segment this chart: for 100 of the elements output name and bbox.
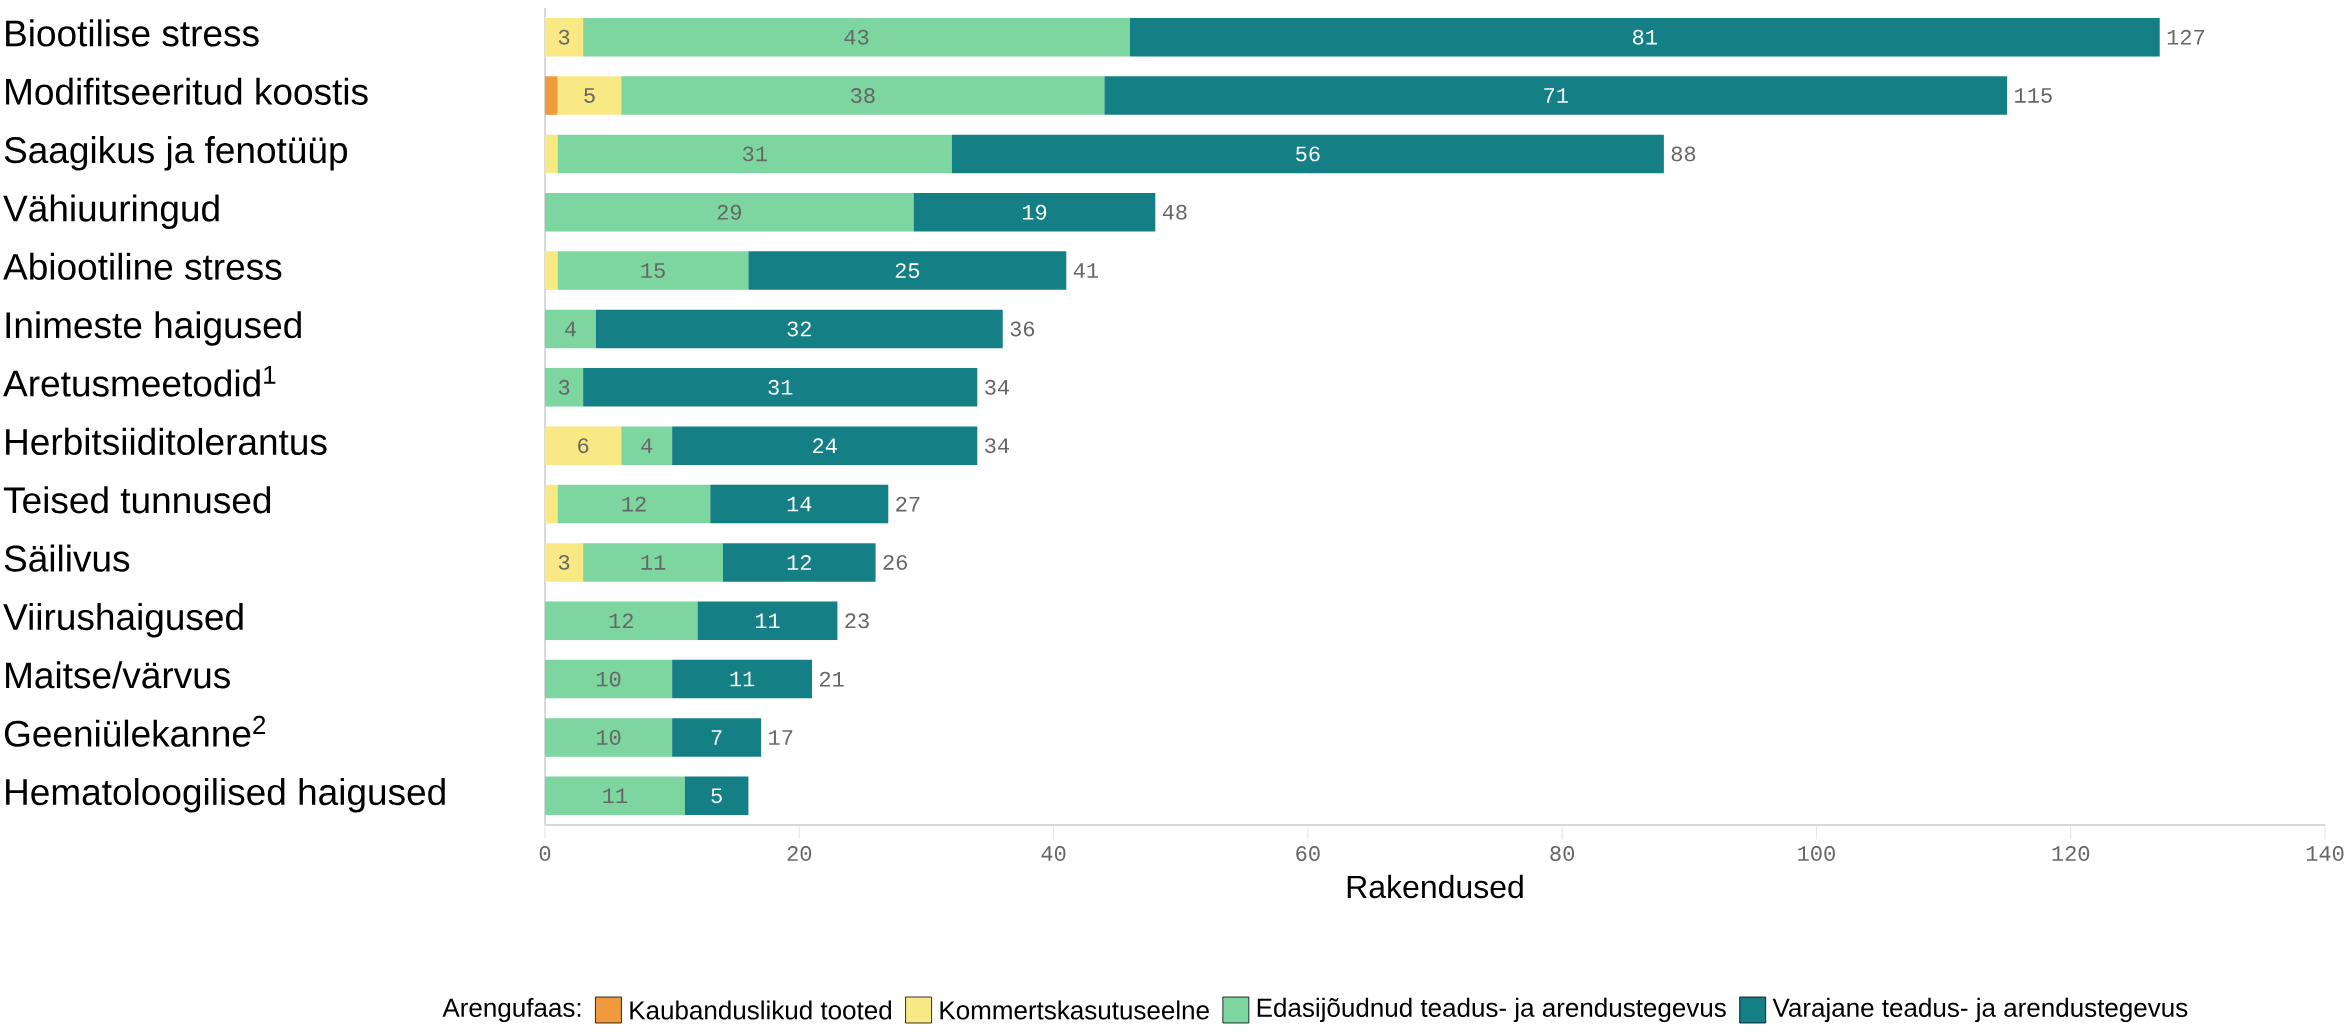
x-tick-label: 140	[2306, 846, 2344, 862]
bar	[710, 484, 889, 524]
bar	[583, 543, 724, 582]
data-label: 5	[711, 788, 722, 804]
y-tick-label: Herbitsiiditolerantus	[6, 427, 327, 456]
bar	[545, 251, 558, 290]
bar	[545, 368, 584, 407]
data-label: 31	[742, 146, 767, 162]
data-label: 38	[851, 88, 875, 104]
y-tick-label: Säilivus	[4, 544, 130, 572]
data-label: 3	[558, 554, 570, 570]
total-label: 34	[985, 379, 1009, 395]
total-label: 26	[883, 554, 907, 570]
data-label: 10	[596, 671, 621, 687]
data-label: 10	[596, 730, 621, 745]
data-label: 71	[1544, 88, 1568, 103]
bar	[545, 134, 558, 174]
data-label: 24	[813, 438, 837, 454]
legend-title: Arengufaas:	[442, 997, 581, 1023]
x-tick-label: 0	[539, 846, 551, 862]
bar	[672, 659, 812, 699]
x-tick-label: 100	[1798, 846, 1835, 862]
bar	[545, 601, 698, 641]
x-tick-label: 20	[787, 846, 812, 862]
data-label: 12	[787, 555, 811, 570]
x-axis-title: Rakendused	[1347, 874, 1523, 899]
data-label: 19	[1022, 204, 1047, 220]
x-tick-label: 60	[1296, 846, 1320, 862]
data-label: 25	[895, 263, 920, 279]
total-label: 27	[896, 496, 920, 512]
bar	[951, 134, 1664, 174]
total-label: 36	[1010, 321, 1035, 337]
data-label: 12	[622, 496, 646, 512]
legend-label: Kommertskasutuseelne	[940, 1000, 1209, 1020]
y-tick-label: Hematoloogilised haigused	[6, 778, 445, 813]
data-label: 4	[564, 321, 576, 337]
total-label: 21	[819, 671, 844, 687]
data-label: 14	[787, 496, 812, 512]
legend-label: Varajane teadus- ja arendustegevus	[1772, 997, 2188, 1023]
bar	[672, 718, 762, 757]
total-label: 127	[2167, 29, 2205, 45]
bar	[913, 193, 1156, 232]
total-label: 17	[769, 730, 793, 745]
bar	[545, 484, 558, 524]
data-label: 11	[755, 613, 780, 629]
bar	[557, 134, 952, 174]
y-tick-label: Teised tunnused	[3, 486, 271, 514]
y-tick-label: Maitse/värvus	[6, 661, 230, 689]
bar	[545, 543, 584, 582]
data-label: 3	[558, 379, 570, 395]
bar	[545, 17, 584, 57]
total-label: 23	[845, 613, 869, 629]
bar	[557, 484, 711, 524]
bar	[545, 718, 673, 757]
bar	[557, 251, 749, 290]
y-tick-label: Saagikus ja fenotüüp	[4, 136, 348, 171]
bar	[545, 776, 685, 816]
bar	[545, 193, 914, 232]
data-label: 6	[578, 438, 589, 454]
bar	[583, 368, 978, 407]
x-tick-label: 120	[2052, 846, 2090, 862]
y-tick-label: Geeniülekanne$^{2}$	[4, 715, 266, 747]
bar	[545, 426, 622, 465]
data-label: 15	[641, 263, 665, 278]
y-tick-label: Aretusmeetodid$^{1}$	[3, 365, 276, 397]
data-label: 11	[730, 671, 755, 687]
legend-label: Kaubanduslikud tooted	[630, 1000, 892, 1020]
data-label: 7	[711, 730, 722, 745]
y-tick-label: Biootilise stress	[6, 19, 259, 47]
bar	[1104, 76, 2008, 115]
bar	[1129, 17, 2160, 57]
total-label: 115	[2015, 88, 2052, 103]
data-label: 11	[603, 788, 628, 804]
data-label: 31	[768, 379, 793, 395]
bar	[545, 309, 596, 349]
x-tick-label: 80	[1550, 846, 1575, 862]
bar	[672, 426, 978, 465]
total-label: 41	[1073, 263, 1099, 278]
bar	[595, 309, 1003, 349]
data-label: 11	[641, 555, 666, 570]
data-label: 12	[609, 613, 633, 629]
data-label: 29	[717, 204, 742, 220]
legend-label: Edasijõudnud teadus- ja arendustegevus	[1257, 997, 1726, 1023]
bar	[621, 76, 1105, 115]
bar	[621, 426, 673, 465]
bar	[545, 659, 673, 699]
data-label: 81	[1633, 29, 1657, 45]
y-tick-label: Viirushaigused	[3, 602, 243, 638]
data-label: 56	[1296, 146, 1320, 162]
x-tick-label: 40	[1041, 846, 1066, 862]
y-tick-label: Modifitseeritud koostis	[6, 77, 368, 105]
bar	[723, 543, 876, 582]
y-tick-label: Inimeste haigused	[6, 311, 301, 346]
data-label: 3	[558, 29, 570, 45]
data-label: 32	[787, 321, 811, 337]
total-label: 34	[985, 438, 1009, 454]
y-tick-label: Abiootiline stress	[3, 252, 282, 280]
y-tick-label: Vähiuuringud	[3, 194, 219, 229]
bar	[557, 76, 622, 115]
bar	[697, 601, 838, 641]
